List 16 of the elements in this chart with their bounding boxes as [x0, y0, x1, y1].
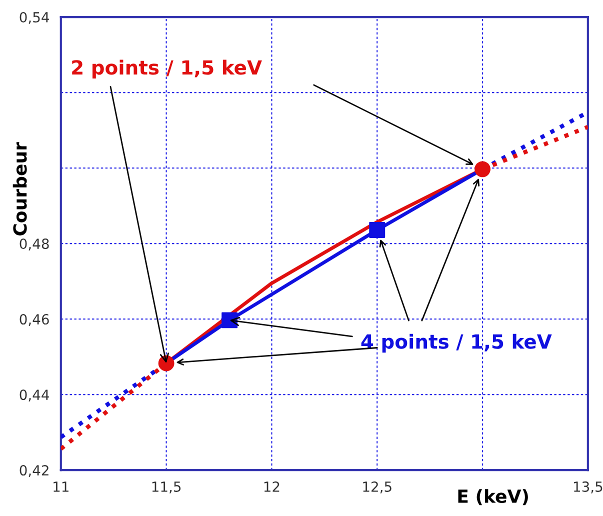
x-tick-label: 12,5 — [363, 481, 392, 494]
x-tick-label: 11 — [54, 482, 68, 492]
x-tick-label: 13,5 — [574, 481, 602, 494]
x-tick-label: 11,5 — [152, 482, 181, 494]
y-axis-title: Courbeur — [12, 142, 27, 236]
y-tick-label: 0,54 — [20, 12, 50, 24]
y-tick-label: 0,46 — [20, 314, 49, 326]
y-tick-label: 0,48 — [20, 238, 49, 250]
y-tick-label: 0,42 — [20, 465, 48, 477]
y-tick-label: 0,44 — [20, 390, 50, 402]
annotation: 2 points / 1,5 keV — [72, 60, 262, 79]
point — [369, 222, 386, 238]
point — [474, 161, 490, 178]
x-tick-label: 12 — [264, 481, 280, 492]
x-axis-title: E (keV) — [458, 489, 528, 506]
annotation: 4 points / 1,5 keV — [361, 334, 552, 353]
